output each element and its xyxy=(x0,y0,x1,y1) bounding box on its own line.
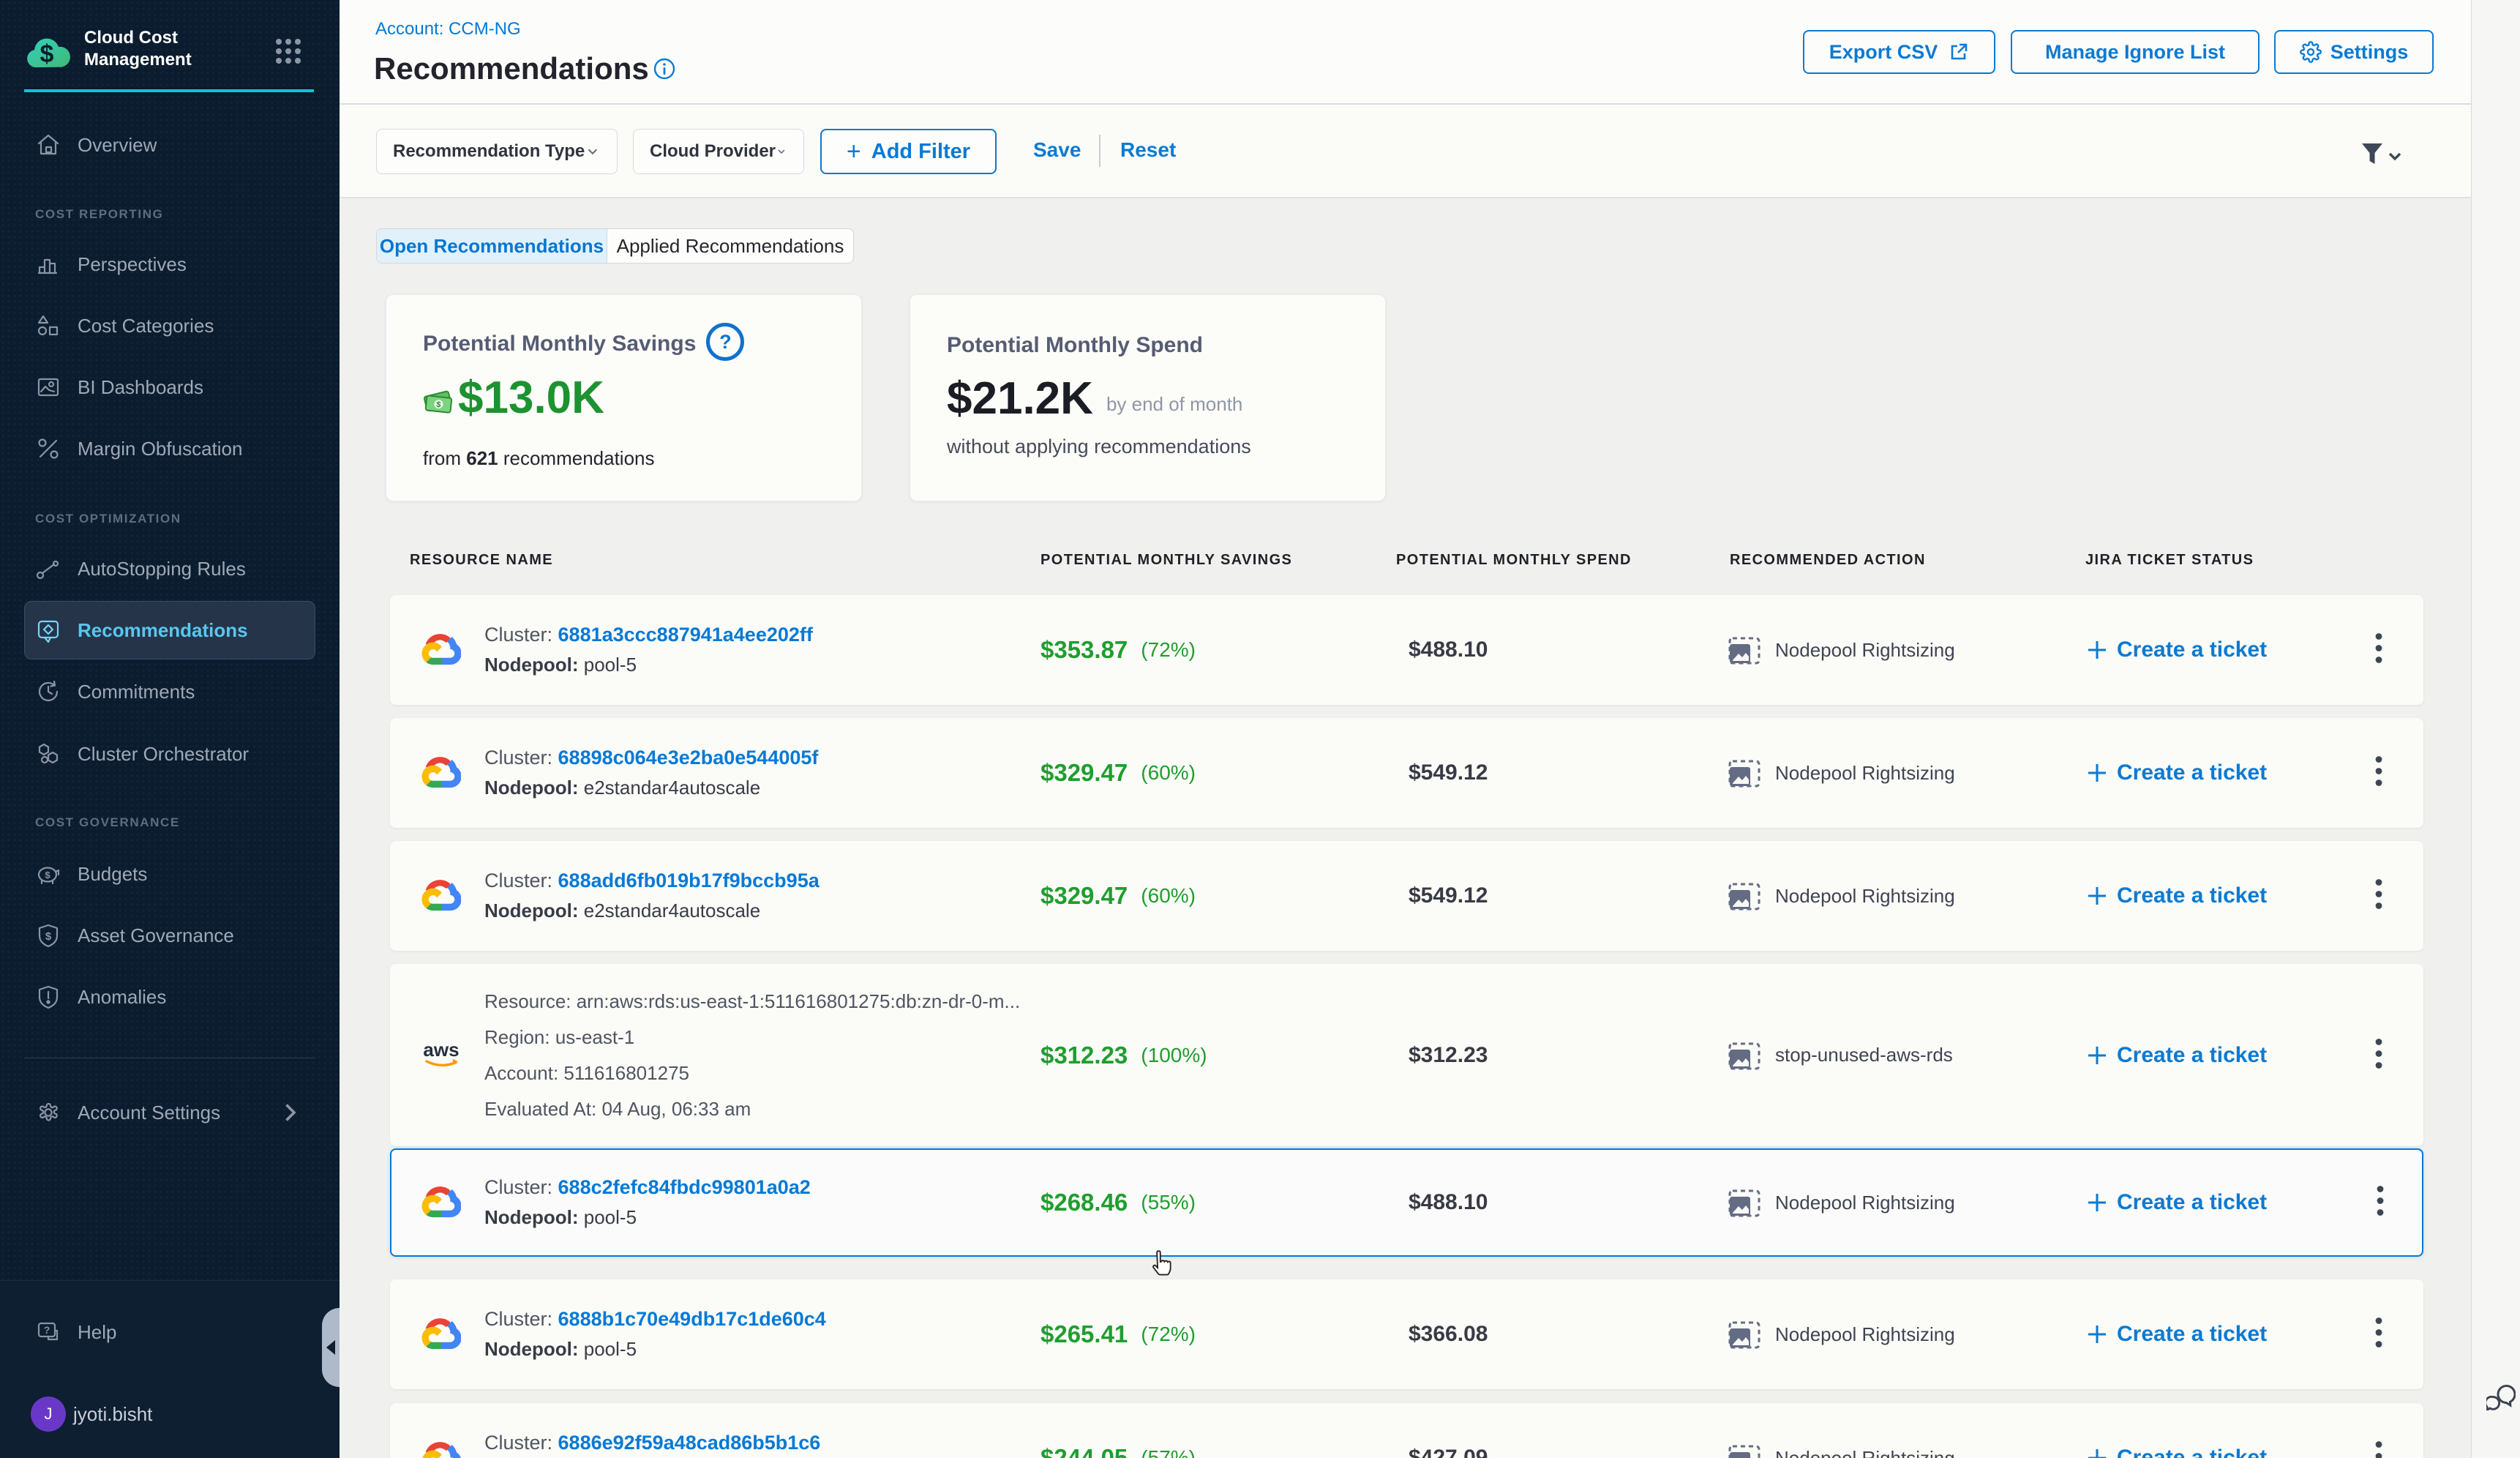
svg-text:$: $ xyxy=(40,40,54,68)
svg-text:aws: aws xyxy=(423,1039,459,1061)
svg-text:$: $ xyxy=(45,930,52,943)
svg-text:$: $ xyxy=(436,400,441,410)
svg-text:?: ? xyxy=(44,1324,50,1336)
svg-text:$: $ xyxy=(45,870,50,881)
